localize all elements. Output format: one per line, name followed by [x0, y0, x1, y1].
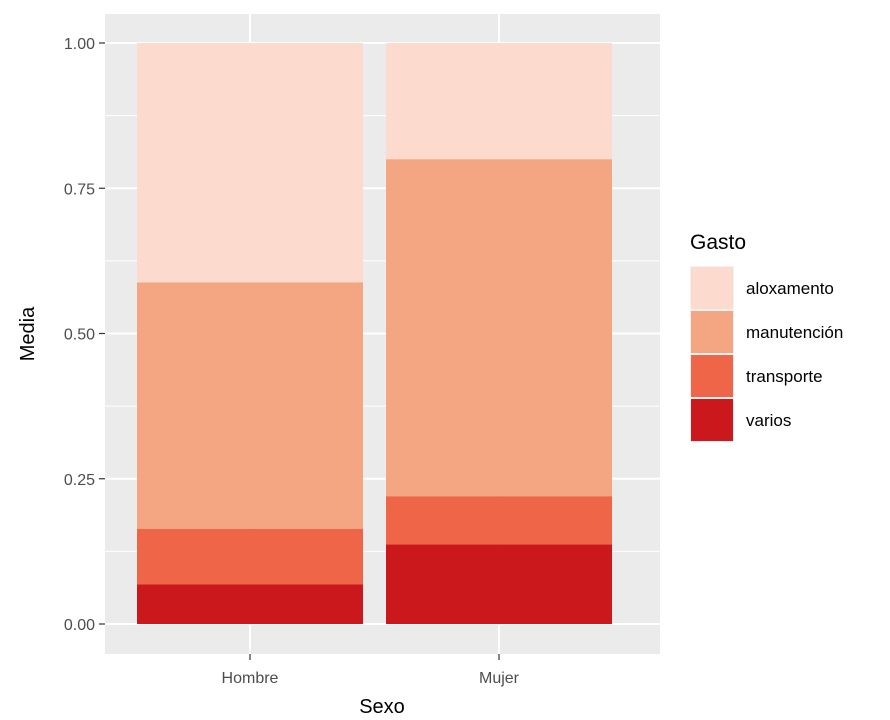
legend-label: aloxamento: [746, 279, 834, 298]
bar-segment-varios: [386, 544, 612, 624]
x-tick-label: Hombre: [222, 670, 279, 687]
x-tick-label: Mujer: [479, 670, 520, 687]
legend-swatch: [691, 311, 733, 353]
legend: Gasto aloxamento manutención transporte var…: [690, 231, 843, 442]
y-tick-label: 0.00: [64, 617, 95, 634]
bar-segment-transporte: [137, 529, 363, 585]
bar-segment-aloxamento: [137, 43, 363, 282]
y-tick-label: 0.25: [64, 472, 95, 489]
legend-swatch: [691, 399, 733, 441]
legend-label: varios: [746, 411, 791, 430]
y-tick-label: 0.50: [64, 327, 95, 344]
legend-swatch: [691, 355, 733, 397]
x-axis-title: Sexo: [359, 696, 405, 718]
bar-segment-manutencion: [137, 282, 363, 528]
y-axis: 0.00 0.25 0.50 0.75 1.00: [64, 36, 105, 634]
bar-segment-varios: [137, 584, 363, 624]
x-axis: Hombre Mujer: [222, 654, 520, 687]
legend-label: transporte: [746, 367, 823, 386]
bar-segment-aloxamento: [386, 43, 612, 159]
bar-segment-transporte: [386, 496, 612, 544]
legend-label: manutención: [746, 323, 843, 342]
bar-segment-manutencion: [386, 159, 612, 496]
legend-swatch: [691, 267, 733, 309]
y-tick-label: 0.75: [64, 181, 95, 198]
legend-title: Gasto: [690, 231, 746, 254]
y-axis-title: Media: [17, 306, 39, 361]
y-tick-label: 1.00: [64, 36, 95, 53]
